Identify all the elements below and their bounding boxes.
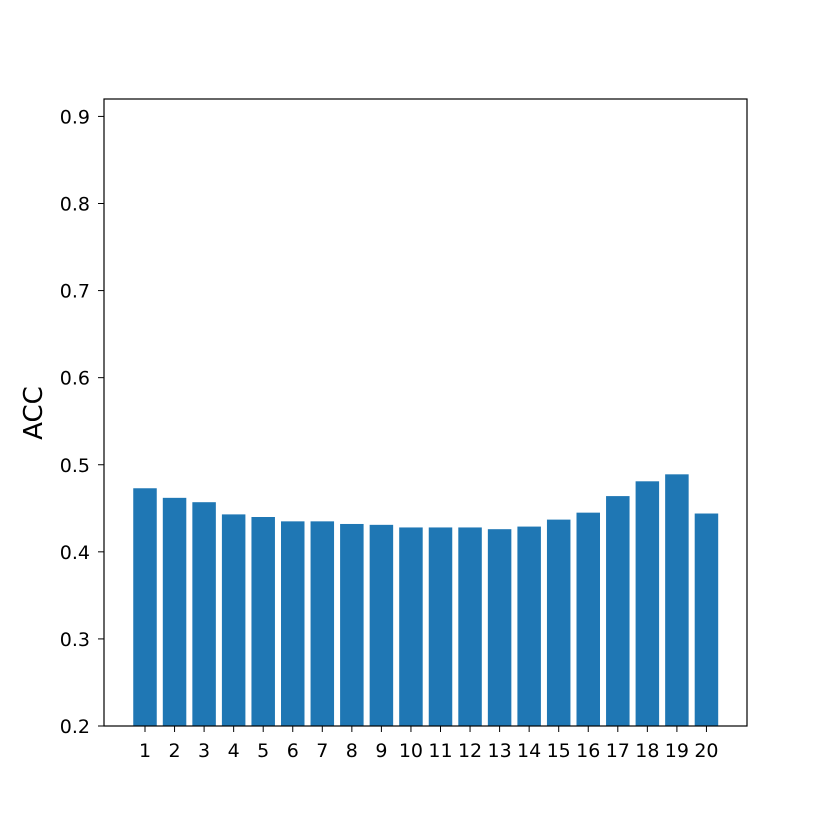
x-tick-label: 6 (287, 740, 299, 762)
y-tick-label: 0.5 (60, 455, 90, 477)
bar-6 (281, 521, 305, 726)
bar-19 (665, 474, 689, 726)
bar-14 (517, 526, 541, 726)
bars-group (133, 474, 719, 726)
y-tick-label: 0.7 (60, 281, 90, 303)
bar-15 (546, 519, 571, 726)
y-axis: 0.2 0.3 0.4 0.5 0.6 0.7 0.8 0.9 (60, 106, 104, 738)
y-tick-label: 0.9 (60, 106, 90, 128)
bar-11 (428, 527, 453, 726)
x-tick-label: 17 (606, 740, 630, 762)
bar-2 (162, 497, 187, 726)
x-tick-label: 16 (576, 740, 600, 762)
x-tick-label: 8 (346, 740, 358, 762)
y-tick-label: 0.3 (60, 629, 90, 651)
x-tick-label: 15 (547, 740, 571, 762)
bar-13 (487, 529, 512, 726)
x-tick-label: 20 (694, 740, 718, 762)
bar-20 (694, 513, 719, 726)
x-tick-label: 19 (665, 740, 689, 762)
bar-16 (576, 512, 600, 726)
bar-5 (251, 517, 275, 726)
bar-10 (399, 527, 423, 726)
x-tick-label: 4 (228, 740, 240, 762)
x-tick-label: 13 (488, 740, 512, 762)
bar-8 (340, 523, 364, 726)
x-tick-label: 7 (316, 740, 328, 762)
x-tick-label: 3 (198, 740, 210, 762)
y-tick-label: 0.6 (60, 368, 90, 390)
y-tick-label: 0.8 (60, 194, 90, 216)
bar-1 (133, 488, 157, 726)
x-tick-label: 9 (375, 740, 387, 762)
x-tick-label: 5 (257, 740, 269, 762)
x-tick-label: 12 (458, 740, 482, 762)
x-tick-label: 1 (139, 740, 151, 762)
y-tick-label: 0.4 (60, 542, 90, 564)
bar-18 (635, 481, 660, 726)
y-tick-label: 0.2 (60, 716, 90, 738)
x-tick-label: 10 (399, 740, 423, 762)
y-axis-label: ACC (19, 386, 49, 440)
bar-4 (221, 514, 246, 726)
plot-frame (103, 98, 748, 727)
x-tick-label: 2 (169, 740, 181, 762)
x-tick-label: 11 (428, 740, 452, 762)
x-tick-label: 14 (517, 740, 541, 762)
bar-7 (310, 521, 335, 726)
bar-9 (369, 524, 394, 726)
bar-12 (458, 527, 482, 726)
bar-17 (606, 496, 630, 726)
x-axis: 1 2 3 4 5 6 7 8 9 10 11 12 13 14 15 16 17 18 19 20 (139, 726, 719, 762)
x-tick-label: 18 (635, 740, 659, 762)
bar-3 (192, 502, 216, 726)
